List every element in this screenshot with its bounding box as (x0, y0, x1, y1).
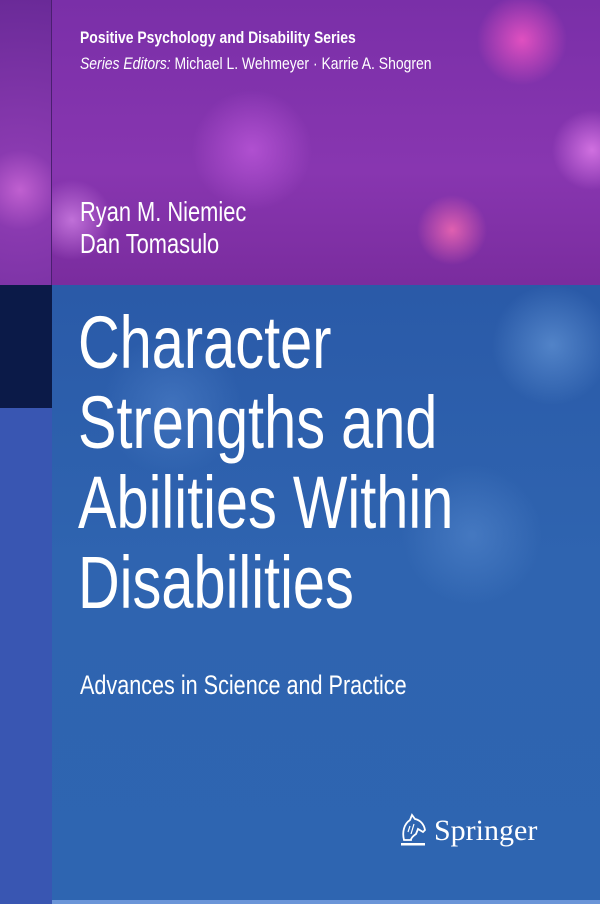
knight-horse-icon (401, 813, 426, 846)
bottom-edge (52, 900, 600, 904)
bokeh-background-blue (52, 285, 600, 900)
author-1: Ryan M. Niemiec (80, 196, 247, 227)
title-line-1: Character (78, 301, 332, 384)
title-line-2: Strengths and (78, 381, 438, 464)
editors-names: Michael L. Wehmeyer · Karrie A. Shogren (174, 54, 432, 73)
author-2: Dan Tomasulo (80, 228, 220, 259)
spine-strip-navy (0, 285, 52, 408)
editors-label: Series Editors: (80, 54, 171, 73)
title-line-3: Abilities Within (78, 461, 454, 544)
divider (51, 0, 52, 285)
spine-strip-blue (0, 408, 52, 904)
publisher-logo: Springer (398, 812, 537, 850)
spine-strip-purple (0, 0, 51, 285)
title-line-4: Disabilities (78, 541, 354, 624)
bokeh-background-purple (52, 0, 600, 285)
series-name: Positive Psychology and Disability Serie… (80, 28, 356, 47)
series-editors: Series Editors: Michael L. Wehmeyer · Ka… (80, 54, 432, 74)
publisher-name: Springer (434, 814, 538, 847)
subtitle: Advances in Science and Practice (80, 670, 407, 700)
